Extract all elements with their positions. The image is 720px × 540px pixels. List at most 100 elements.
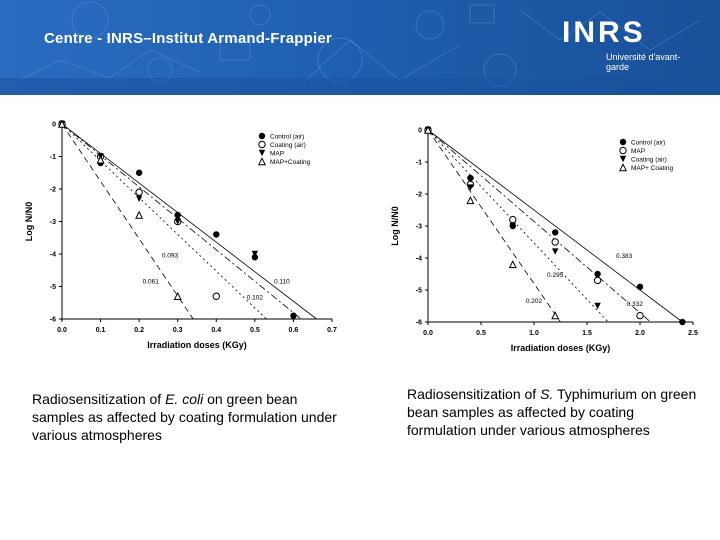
x-tick-label: 0.1 [96, 327, 106, 334]
x-tick-label: 0.2 [134, 327, 144, 334]
y-tick-label: -3 [50, 219, 56, 226]
legend-label: Coating (air) [631, 157, 667, 164]
inrs-logo: INRS Université d'avant-garde [548, 14, 698, 72]
x-tick-label: 0.5 [476, 330, 486, 337]
fit-line [61, 123, 194, 320]
data-point [290, 312, 297, 319]
x-tick-label: 0.0 [423, 330, 433, 337]
x-tick-label: 0.7 [327, 327, 337, 334]
fit-line [427, 129, 609, 323]
x-tick-label: 0.3 [173, 327, 183, 334]
data-point [135, 195, 143, 202]
data-point [467, 184, 474, 191]
data-point [57, 119, 67, 128]
fit-line [427, 129, 561, 323]
left-chart-caption: Radiosensitization of E. coli on green b… [32, 390, 352, 444]
data-point [679, 318, 686, 326]
data-point [423, 125, 433, 134]
data-point [508, 260, 517, 269]
legend-label: Control (air) [631, 140, 665, 147]
caption-text: Radiosensitization of [32, 391, 166, 407]
data-point [552, 229, 559, 236]
data-point [135, 169, 143, 176]
series-group [424, 126, 644, 320]
caption-text: Radiosensitization of [407, 386, 541, 402]
fit-line [61, 123, 267, 320]
x-tick-label: 1.5 [582, 330, 592, 337]
y-tick-label: -4 [416, 256, 422, 263]
ecoli-chart: 0.0 0.1 0.2 0.3 0.4 0.5 0.6 0.7 0 -1 -2 -3 -4 -5 -6 Irr… [24, 119, 337, 350]
slope-annotation: 0.332 [627, 301, 644, 308]
data-point [594, 270, 601, 278]
typhimurium-chart: 0.0 0.5 1.0 1.5 2.0 2.5 0 -1 -2 -3 -4 -5 -6 Irradiati… [390, 125, 698, 353]
caption-text: Typhimurium on green bean samples as aff… [407, 386, 697, 438]
header-background-pattern [0, 0, 720, 95]
x-tick-label: 0.5 [250, 327, 260, 334]
legend-marker [258, 140, 266, 149]
legend-label: Control (air) [270, 134, 304, 141]
series-group [423, 125, 560, 320]
y-tick-label: -6 [416, 320, 422, 327]
data-point [594, 302, 601, 310]
right-chart-caption: Radiosensitization of S. Typhimurium on … [407, 385, 707, 439]
y-tick-label: -1 [416, 160, 422, 167]
data-point [212, 292, 220, 300]
legend-label: Coating (air) [270, 142, 306, 149]
series-group [58, 120, 220, 300]
legend-marker [619, 146, 627, 155]
page-header: Centre - INRS–Institut Armand-Frappier I… [0, 0, 720, 95]
x-tick-label: 0.0 [57, 327, 67, 334]
caption-species: E. coli [165, 391, 204, 407]
logo-tagline: Université d'avant-garde [606, 52, 681, 72]
series-group [58, 120, 259, 258]
data-point [636, 283, 644, 290]
slope-annotation: 0.110 [274, 278, 290, 285]
legend-label: MAP+ Coating [631, 165, 673, 172]
data-point [551, 238, 559, 246]
data-point [552, 248, 559, 255]
data-point [174, 211, 181, 219]
legend-label: MAP [270, 151, 284, 158]
fit-line [427, 129, 651, 323]
series-group [57, 119, 182, 300]
data-point [213, 231, 220, 238]
legend-marker [258, 149, 266, 157]
y-tick-label: 0 [418, 128, 422, 135]
x-tick-label: 2.0 [635, 330, 645, 337]
data-point [636, 311, 644, 320]
legend-marker [257, 157, 267, 166]
caption-species: S. [540, 386, 554, 402]
y-tick-label: 0 [52, 122, 56, 129]
data-point [593, 276, 602, 285]
data-point [96, 155, 105, 164]
x-tick-label: 0.4 [211, 327, 221, 334]
x-tick-label: 1.0 [529, 330, 539, 337]
legend-label: MAP+Coating [270, 159, 311, 166]
data-point [251, 250, 259, 258]
y-tick-label: -2 [50, 187, 56, 194]
y-tick-label: -4 [50, 252, 56, 259]
caption-text: on green bean samples as affected by coa… [32, 391, 337, 443]
y-tick-label: -6 [50, 317, 56, 324]
data-point [551, 311, 560, 320]
y-tick-label: -2 [416, 192, 422, 199]
data-point [174, 218, 181, 225]
data-point [173, 291, 182, 300]
slope-annotation: 0.383 [616, 253, 633, 260]
data-point [251, 254, 259, 261]
y-tick-label: -1 [50, 154, 56, 161]
slope-annotation: 0.093 [162, 252, 179, 259]
institute-title: Centre - INRS–Institut Armand-Frappier [44, 30, 332, 47]
fit-line [61, 123, 317, 320]
data-point [135, 188, 143, 196]
legend-marker [619, 155, 627, 163]
data-point [135, 210, 144, 219]
data-point [509, 215, 517, 224]
data-point [467, 174, 474, 182]
legend-label: MAP [631, 148, 645, 155]
x-tick-label: 0.6 [289, 327, 299, 334]
slope-annotation: 0.102 [247, 295, 264, 302]
y-tick-label: -5 [50, 284, 56, 291]
slope-annotation: 0.202 [526, 298, 543, 305]
slope-annotation: 0.061 [143, 278, 160, 285]
